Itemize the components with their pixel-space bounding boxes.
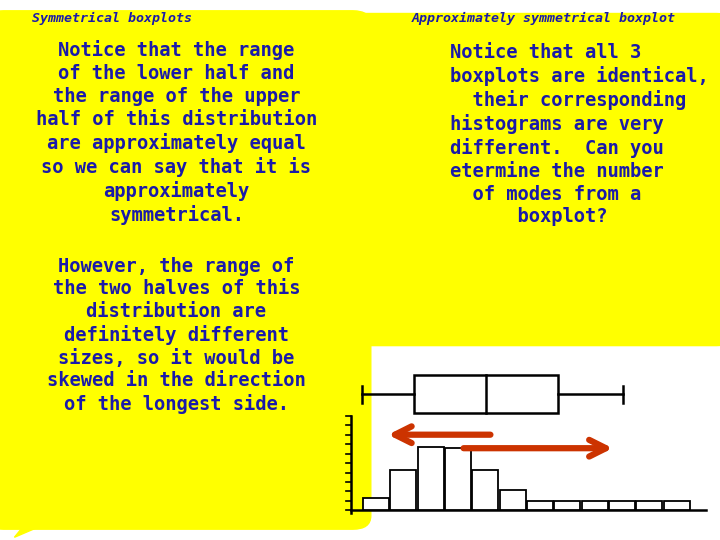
- Text: Notice that the range
of the lower half and
the range of the upper
half of this : Notice that the range of the lower half …: [36, 40, 317, 225]
- Text: Symmetrical boxplots: Symmetrical boxplots: [32, 12, 192, 25]
- Bar: [609, 501, 635, 510]
- FancyBboxPatch shape: [0, 11, 371, 529]
- Text: However, the range of
the two halves of this
distribution are
definitely differe: However, the range of the two halves of …: [47, 256, 306, 415]
- Bar: [582, 501, 608, 510]
- Polygon shape: [14, 507, 86, 537]
- Bar: [418, 447, 444, 510]
- Text: Notice that all 3
boxplots are identical,
  their corresponding
histograms are v: Notice that all 3 boxplots are identical…: [450, 43, 708, 226]
- Bar: [445, 448, 471, 510]
- Bar: [527, 501, 553, 510]
- FancyBboxPatch shape: [338, 14, 720, 346]
- Bar: [363, 498, 389, 510]
- Bar: [390, 470, 416, 510]
- Bar: [636, 501, 662, 510]
- Bar: [414, 375, 558, 413]
- Text: Approximately symmetrical boxplot: Approximately symmetrical boxplot: [412, 12, 675, 25]
- Bar: [554, 501, 580, 510]
- Bar: [664, 501, 690, 510]
- Bar: [500, 490, 526, 510]
- Bar: [472, 470, 498, 510]
